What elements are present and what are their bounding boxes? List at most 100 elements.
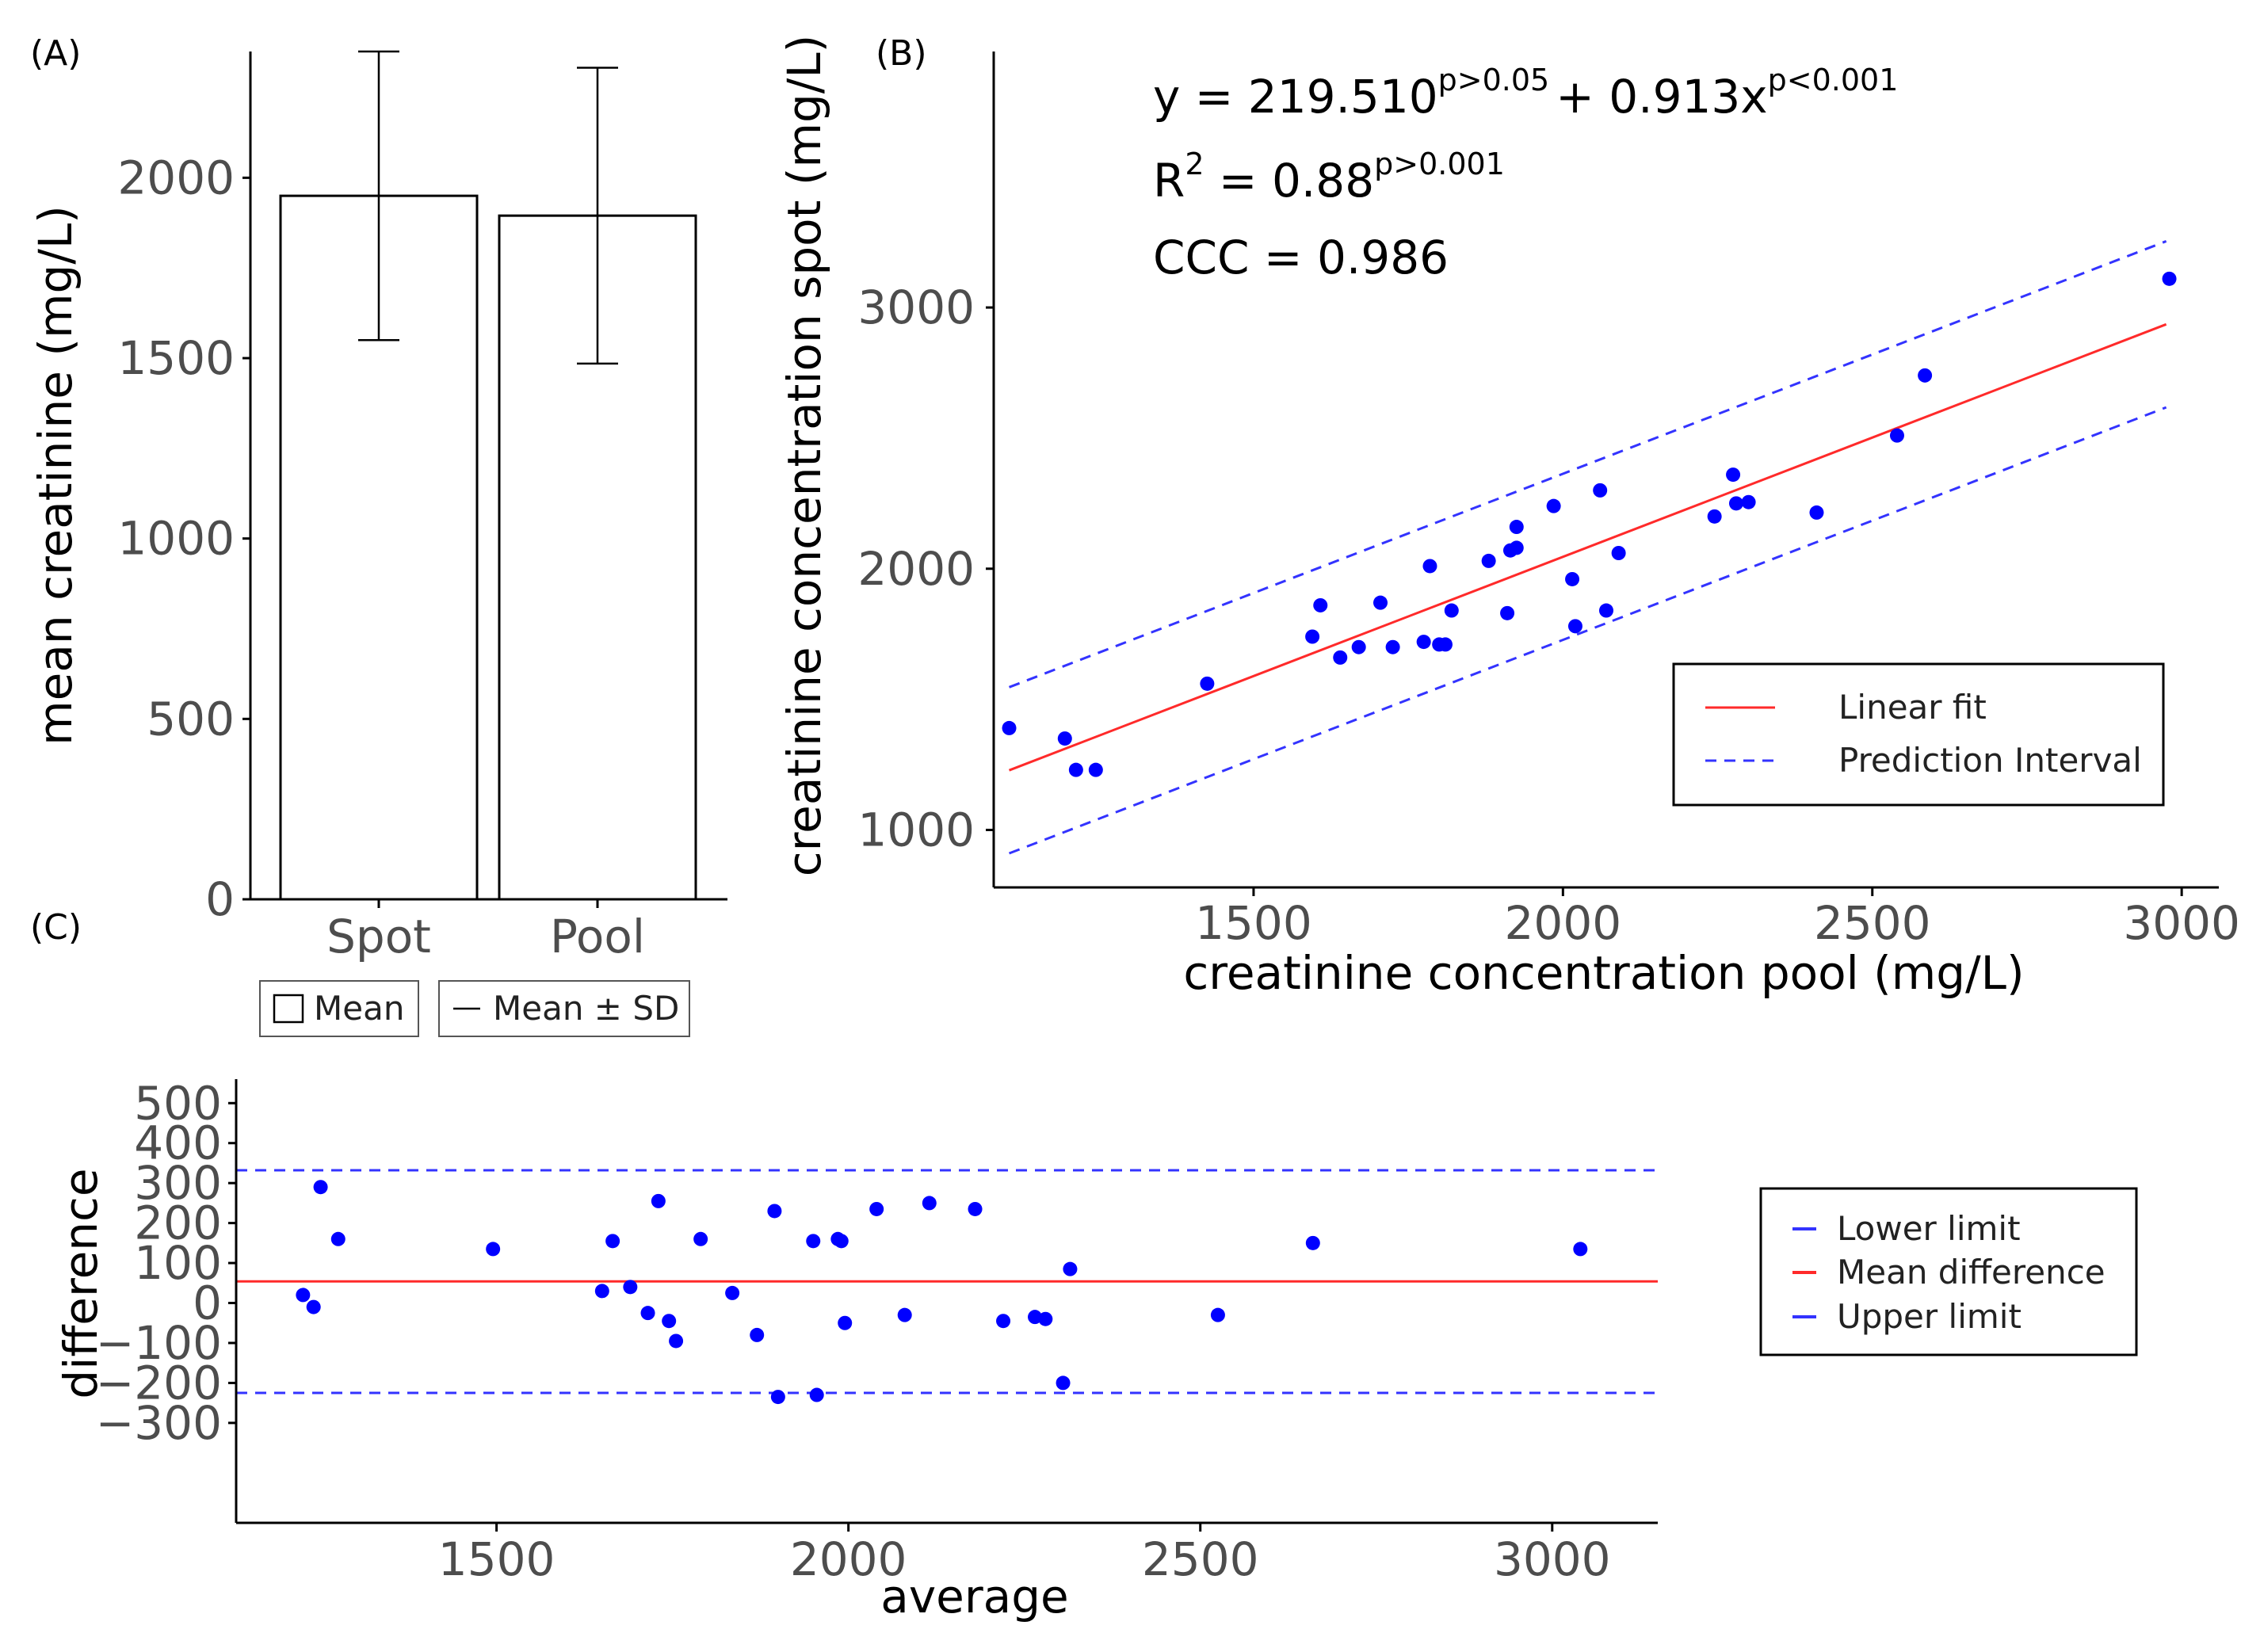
panel-c-data-point (725, 1285, 740, 1300)
r-squared: R2 = 0.88p>0.001 (1153, 147, 1505, 208)
panel-c-data-point (651, 1193, 666, 1208)
panel-c-data-point (1305, 1235, 1320, 1250)
prediction-interval-lower-line (1008, 406, 2167, 855)
panel-c-data-point (968, 1201, 983, 1216)
panel-b-data-point (1509, 520, 1524, 535)
panel-c-points (296, 1180, 1588, 1405)
panel-b-y-axis-title: creatinine concentration spot (mg/L) (777, 35, 831, 877)
panel-c-data-point (1056, 1375, 1071, 1391)
regression-equation: y = 219.510p>0.05 + 0.913xp<0.001 (1153, 63, 1898, 124)
panel-b-data-point (1385, 639, 1400, 654)
panel-b-y-tick-label: 1000 (857, 803, 975, 857)
panel-b-x-tick-label: 2500 (1814, 896, 1931, 950)
panel-c-data-point (662, 1314, 677, 1329)
panel-c-data-point (693, 1231, 708, 1246)
panel-b-data-point (1500, 605, 1515, 620)
panel-c-y-tick-label: 400 (134, 1116, 222, 1170)
panel-b-data-point (1593, 483, 1608, 498)
panel-c-y-tick-label: −100 (96, 1316, 222, 1370)
panel-b-legend: Linear fit Prediction Interval (1672, 662, 2165, 807)
panel-c-data-point (623, 1280, 638, 1295)
panel-c-data-point (869, 1201, 884, 1216)
panel-b-data-point (1351, 639, 1366, 654)
panel-c-x-tick-label: 2000 (790, 1532, 907, 1586)
ccc-value: CCC = 0.986 (1153, 231, 1449, 284)
panel-c-data-point (306, 1299, 321, 1314)
legend-upper-limit-label: Upper limit (1837, 1297, 2021, 1336)
panel-c-data-point (313, 1180, 328, 1195)
panel-a-y-tick-label: 1500 (117, 331, 235, 385)
panel-b-data-point (1416, 635, 1431, 650)
panel-a-bars (279, 194, 697, 901)
legend-linear-fit-label: Linear fit (1838, 688, 1987, 727)
panel-c-data-point (296, 1288, 311, 1303)
panel-c-y-tick-label: −200 (96, 1356, 222, 1410)
panel-b-points (1002, 271, 2177, 777)
panel-c-data-point (838, 1315, 853, 1330)
panel-b-data-point (1726, 467, 1741, 483)
panel-a-y-ticks: 0 500 1000 1500 2000 (117, 151, 250, 926)
panel-b-data-point (1728, 496, 1743, 511)
panel-b-data-point (1611, 546, 1626, 560)
panel-b-data-point (1707, 509, 1722, 524)
panel-c-x-ticks: 1500 2000 2500 3000 (438, 1523, 1611, 1586)
panel-b-data-point (1918, 368, 1933, 383)
linear-fit-line (1008, 322, 2167, 772)
panel-c-label: (C) (30, 907, 82, 948)
panel-b-data-point (1313, 597, 1328, 612)
panel-c-data-point (770, 1390, 785, 1405)
panel-b-data-point (1509, 540, 1524, 555)
panel-a-x-ticks: Spot Pool (326, 899, 645, 963)
panel-a-bar-chart: (A) 0 500 1000 1500 2000 Spot Pool mean creat… (29, 33, 727, 1037)
panel-b-data-point (1422, 559, 1437, 574)
panel-b-y-tick-label: 3000 (857, 280, 975, 334)
panel-c-x-tick-label: 1500 (438, 1532, 555, 1586)
panel-c-data-point (486, 1242, 501, 1257)
panel-b-data-point (1889, 428, 1904, 443)
legend-sd-label: Mean ± SD (493, 989, 679, 1028)
legend-mean-label: Mean (314, 989, 404, 1028)
panel-c-data-point (996, 1314, 1011, 1329)
panel-b-data-point (1088, 762, 1103, 777)
panel-c-y-axis-title: difference (54, 1168, 108, 1398)
panel-a-error-bars (358, 50, 618, 365)
panel-c-y-tick-label: 300 (134, 1156, 222, 1210)
panel-b-data-point (1546, 498, 1561, 513)
panel-c-data-point (767, 1204, 782, 1219)
panel-c-data-point (897, 1307, 912, 1322)
panel-b-data-point (1333, 650, 1348, 665)
panel-c-y-tick-label: 0 (193, 1276, 222, 1330)
panel-b-data-point (1373, 595, 1388, 610)
panel-b-data-point (1567, 619, 1582, 634)
panel-c-data-point (605, 1234, 620, 1249)
panel-a-y-tick-label: 1000 (117, 512, 235, 566)
panel-b-y-ticks: 1000 2000 3000 (857, 280, 994, 857)
panel-a-x-tick-label: Spot (326, 910, 431, 963)
panel-b-x-tick-label: 1500 (1195, 896, 1312, 950)
panel-b-data-point (1481, 553, 1496, 568)
panel-b-data-point (1305, 629, 1320, 644)
panel-b-x-axis-title: creatinine concentration pool (mg/L) (1183, 946, 2024, 1000)
panel-b-data-point (1809, 505, 1824, 520)
panel-a-y-tick-label: 0 (205, 872, 235, 926)
panel-b-data-point (1741, 494, 1756, 509)
panel-a-x-tick-label: Pool (550, 910, 645, 963)
panel-c-data-point (922, 1196, 937, 1211)
panel-c-y-tick-label: 200 (134, 1196, 222, 1250)
panel-c-data-point (640, 1306, 655, 1321)
panel-b-data-point (1599, 603, 1613, 618)
panel-c-data-point (330, 1231, 346, 1246)
panel-a-y-axis-title: mean creatinine (mg/L) (29, 205, 82, 746)
panel-b-data-point (1444, 603, 1459, 618)
panel-c-x-tick-label: 2500 (1142, 1532, 1259, 1586)
panel-a-label: (A) (30, 33, 81, 74)
panel-b-scatter-chart: (B) 1000 2000 3000 1500 2000 2500 3000 creati… (777, 33, 2240, 1000)
legend-mean-difference-label: Mean difference (1837, 1253, 2105, 1291)
panel-b-data-point (1002, 720, 1017, 735)
panel-c-data-point (750, 1327, 765, 1342)
panel-b-data-point (1437, 637, 1453, 652)
panel-b-x-ticks: 1500 2000 2500 3000 (1195, 887, 2240, 950)
panel-c-data-point (1028, 1310, 1043, 1325)
